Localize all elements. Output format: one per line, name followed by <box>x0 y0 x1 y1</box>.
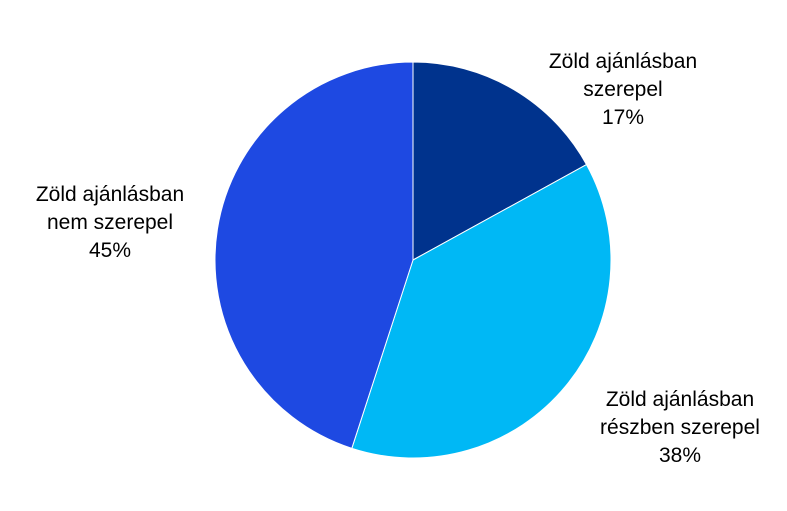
label-line1: Zöld ajánlásban <box>35 183 185 206</box>
slice-label-szerepel: Zöld ajánlásban szerepel 17% <box>549 48 697 132</box>
label-line1: Zöld ajánlásban <box>605 388 755 411</box>
label-value: 38% <box>658 444 702 467</box>
slice-label-reszben-szerepel: Zöld ajánlásban részben szerepel 38% <box>600 386 760 470</box>
label-line2: szerepel <box>583 78 663 101</box>
label-value: 45% <box>88 239 132 262</box>
pie-slice-1 <box>351 163 612 459</box>
label-line2: részben szerepel <box>600 416 760 439</box>
label-line1: Zöld ajánlásban <box>548 50 698 73</box>
label-value: 17% <box>601 106 645 129</box>
label-line2: nem szerepel <box>46 211 174 234</box>
pie-slice-0 <box>412 61 588 261</box>
pie-slice-2 <box>214 61 414 449</box>
slice-label-nem-szerepel: Zöld ajánlásban nem szerepel 45% <box>36 181 184 265</box>
